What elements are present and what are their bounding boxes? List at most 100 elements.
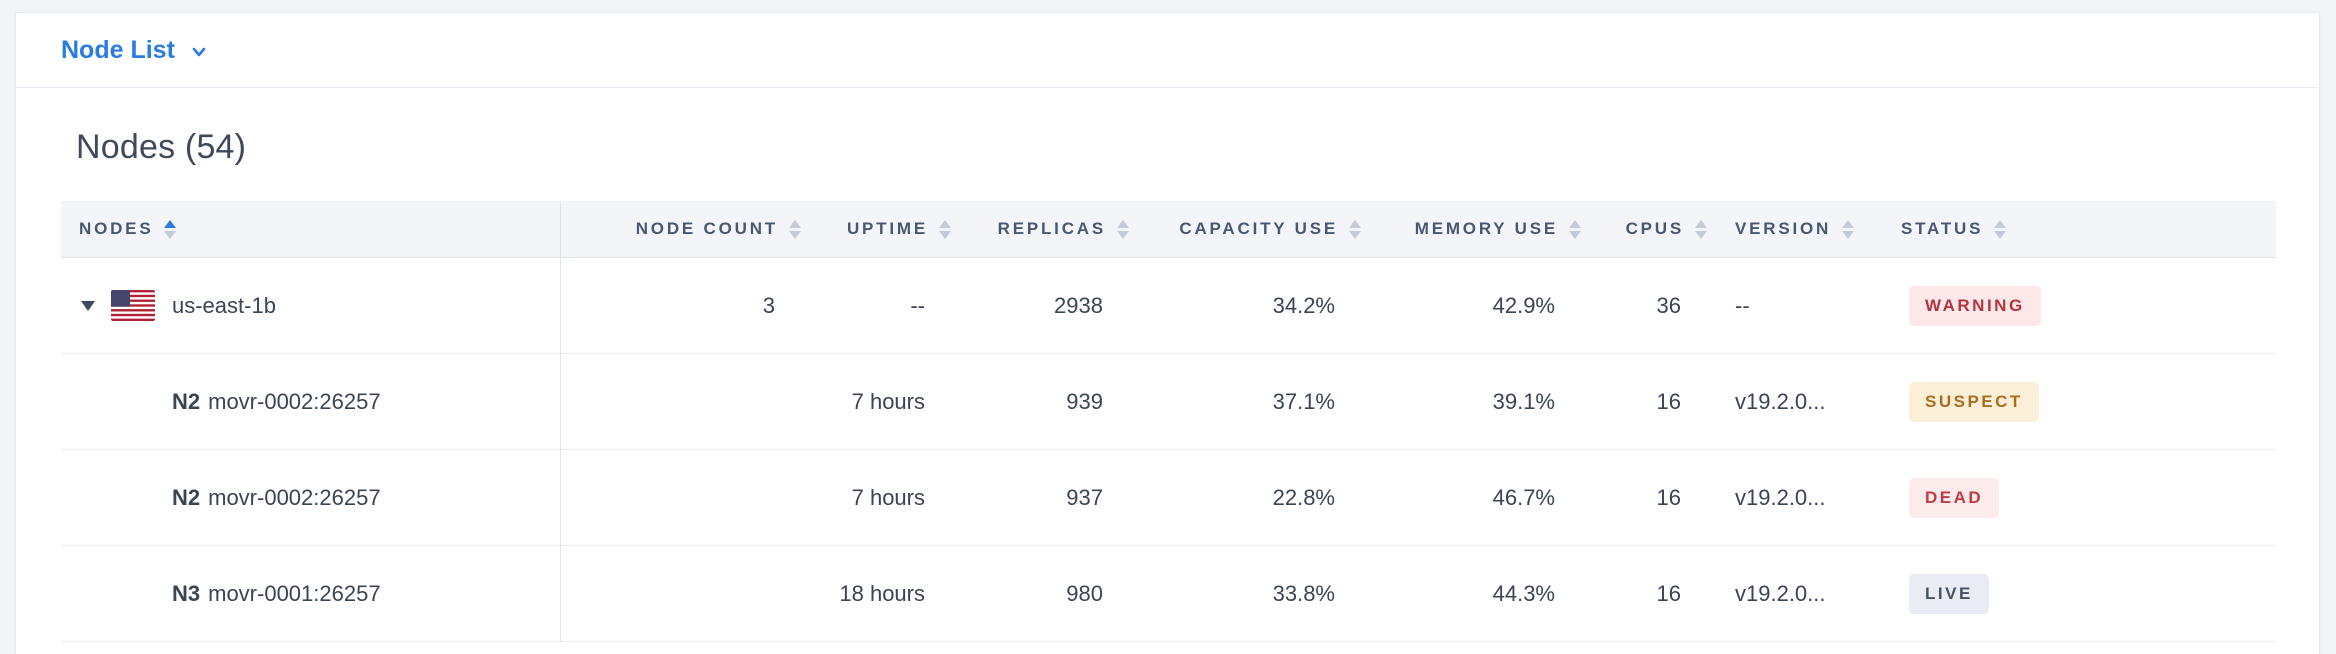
cell-nodes: N2 movr-0002:26257	[61, 450, 561, 545]
node-id: N2	[172, 388, 201, 414]
column-header-replicas[interactable]: REPLICAS	[963, 201, 1141, 257]
cell-node_count	[561, 450, 813, 545]
cell-replicas: 939	[963, 354, 1141, 449]
table-header: NODES NODE COUNT UPTIME REPLICAS CAPACITY US…	[61, 201, 2276, 258]
cell-capacity_use: 33.8%	[1141, 546, 1373, 641]
cell-uptime: --	[813, 258, 963, 353]
cell-value: 37.1%	[1272, 388, 1335, 414]
cell-value: v19.2.0...	[1735, 484, 1826, 510]
column-label: NODES	[79, 219, 154, 238]
cell-value: 22.8%	[1272, 484, 1335, 510]
cell-replicas: 980	[963, 546, 1141, 641]
node-row: N2 movr-0002:26257 7 hours 939 37.1% 39.1% 16 v…	[61, 354, 2276, 450]
cell-value: 16	[1656, 580, 1681, 606]
cell-version: v19.2.0...	[1719, 546, 1889, 641]
region-name: us-east-1b	[172, 292, 276, 318]
sort-icon	[1349, 219, 1361, 239]
node-id: N3	[172, 580, 201, 606]
table-body: us-east-1b 3 -- 2938 34.2% 42.9% 36 -- WARNING N2…	[61, 258, 2276, 642]
cell-nodes: us-east-1b	[61, 258, 561, 353]
toolbar: Node List	[16, 13, 2319, 88]
node-address: movr-0002:26257	[208, 388, 381, 414]
node-list-card: Node List Nodes (54) NODES NODE COUNT UPTI…	[15, 12, 2320, 654]
sort-icon	[1994, 219, 2007, 239]
node-id: N2	[172, 484, 201, 510]
sort-icon	[164, 219, 177, 239]
cell-value: 42.9%	[1492, 292, 1555, 318]
column-label: VERSION	[1735, 219, 1832, 238]
cell-value: 3	[762, 292, 775, 318]
cell-uptime: 7 hours	[813, 450, 963, 545]
column-header-capacity_use[interactable]: CAPACITY USE	[1141, 201, 1373, 257]
sort-icon	[1569, 219, 1581, 239]
column-label: REPLICAS	[997, 219, 1106, 238]
cell-status: LIVE	[1889, 546, 2276, 641]
cell-nodes: N2 movr-0002:26257	[61, 354, 561, 449]
cell-value: 2938	[1054, 292, 1103, 318]
region-row: us-east-1b 3 -- 2938 34.2% 42.9% 36 -- WARNING	[61, 258, 2276, 354]
column-header-cpus[interactable]: CPUS	[1593, 201, 1719, 257]
column-label: STATUS	[1901, 219, 1984, 238]
node-list-dropdown-label: Node List	[61, 35, 175, 64]
cell-memory_use: 44.3%	[1373, 546, 1593, 641]
cell-cpus: 36	[1593, 258, 1719, 353]
column-header-status[interactable]: STATUS	[1889, 201, 2276, 257]
sort-icon	[1695, 219, 1707, 239]
nodes-table: NODES NODE COUNT UPTIME REPLICAS CAPACITY US…	[61, 201, 2276, 642]
column-header-memory_use[interactable]: MEMORY USE	[1373, 201, 1593, 257]
cell-value: 937	[1066, 484, 1103, 510]
sort-icon	[1842, 219, 1855, 239]
column-header-nodes[interactable]: NODES	[61, 201, 561, 257]
cell-value: 16	[1656, 484, 1681, 510]
cell-node_count	[561, 546, 813, 641]
node-address: movr-0001:26257	[208, 580, 381, 606]
cell-capacity_use: 34.2%	[1141, 258, 1373, 353]
node-list-dropdown[interactable]: Node List	[61, 36, 209, 65]
cell-status: DEAD	[1889, 450, 2276, 545]
cell-value: v19.2.0...	[1735, 580, 1826, 606]
column-header-uptime[interactable]: UPTIME	[813, 201, 963, 257]
us-flag-icon	[111, 290, 155, 321]
cell-value: --	[910, 292, 925, 318]
cell-replicas: 937	[963, 450, 1141, 545]
cell-value: 16	[1656, 388, 1681, 414]
cell-uptime: 7 hours	[813, 354, 963, 449]
cell-value: v19.2.0...	[1735, 388, 1826, 414]
column-label: CPUS	[1625, 219, 1684, 238]
sort-icon	[939, 219, 951, 239]
sort-icon	[1117, 219, 1129, 239]
cell-value: --	[1735, 292, 1750, 318]
cell-status: WARNING	[1889, 258, 2276, 353]
node-row: N2 movr-0002:26257 7 hours 937 22.8% 46.7% 16 v…	[61, 450, 2276, 546]
status-badge: SUSPECT	[1909, 381, 2039, 422]
column-header-version[interactable]: VERSION	[1719, 201, 1889, 257]
cell-replicas: 2938	[963, 258, 1141, 353]
cell-memory_use: 39.1%	[1373, 354, 1593, 449]
column-label: UPTIME	[846, 219, 928, 238]
cell-version: v19.2.0...	[1719, 354, 1889, 449]
cell-uptime: 18 hours	[813, 546, 963, 641]
column-label: CAPACITY USE	[1179, 219, 1338, 238]
cell-cpus: 16	[1593, 354, 1719, 449]
cell-value: 46.7%	[1492, 484, 1555, 510]
cell-value: 34.2%	[1272, 292, 1335, 318]
cell-value: 7 hours	[851, 388, 925, 414]
status-badge: LIVE	[1909, 573, 1989, 614]
cell-memory_use: 42.9%	[1373, 258, 1593, 353]
cell-version: v19.2.0...	[1719, 450, 1889, 545]
cell-value: 33.8%	[1272, 580, 1335, 606]
expand-caret-icon[interactable]	[81, 300, 95, 311]
column-label: NODE COUNT	[635, 219, 778, 238]
cell-nodes: N3 movr-0001:26257	[61, 546, 561, 641]
cell-value: 18 hours	[839, 580, 925, 606]
cell-node_count: 3	[561, 258, 813, 353]
column-header-node_count[interactable]: NODE COUNT	[561, 201, 813, 257]
node-address: movr-0002:26257	[208, 484, 381, 510]
cell-value: 939	[1066, 388, 1103, 414]
cell-version: --	[1719, 258, 1889, 353]
cell-capacity_use: 37.1%	[1141, 354, 1373, 449]
cell-capacity_use: 22.8%	[1141, 450, 1373, 545]
cell-value: 7 hours	[851, 484, 925, 510]
cell-memory_use: 46.7%	[1373, 450, 1593, 545]
cell-value: 36	[1656, 292, 1681, 318]
